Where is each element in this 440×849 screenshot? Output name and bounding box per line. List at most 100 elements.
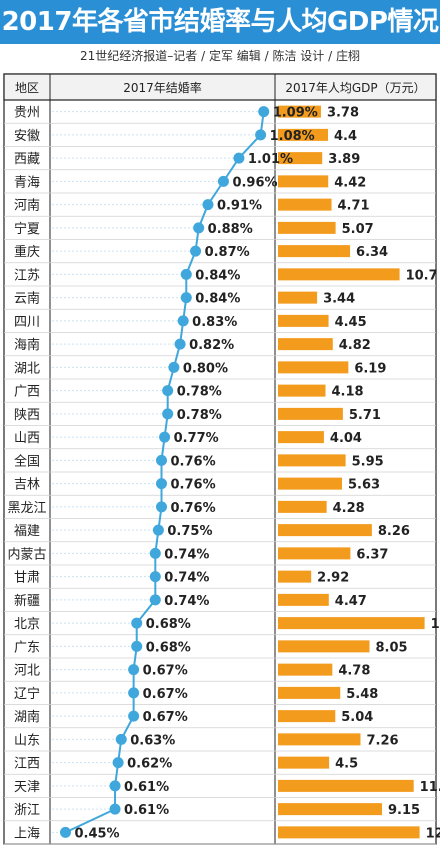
gdp-bar — [278, 314, 329, 327]
region-label: 新疆 — [14, 593, 40, 609]
gdp-value-label: 4.04 — [330, 431, 362, 446]
marriage-rate-label: 1.01% — [248, 152, 293, 167]
region-label: 上海 — [14, 826, 40, 841]
region-label: 安徽 — [14, 129, 40, 144]
region-label: 北京 — [14, 617, 40, 632]
region-label: 重庆 — [14, 244, 40, 260]
region-label: 黑龙江 — [7, 501, 46, 516]
region-label: 内蒙古 — [7, 546, 46, 562]
region-label: 山东 — [14, 733, 40, 748]
marriage-rate-label: 1.09% — [273, 106, 318, 121]
marriage-rate-label: 0.83% — [192, 315, 237, 330]
marriage-rate-label: 0.68% — [146, 640, 191, 655]
marriage-rate-label: 0.61% — [124, 803, 169, 818]
gdp-bar — [278, 407, 343, 420]
gdp-value-label: 4.71 — [338, 199, 370, 214]
region-label: 江苏 — [14, 267, 40, 283]
marriage-rate-point — [174, 338, 186, 350]
gdp-value-label: 2.92 — [317, 571, 349, 586]
marriage-rate-point — [255, 129, 267, 141]
region-label: 贵州 — [14, 106, 40, 121]
gdp-value-label: 6.19 — [354, 361, 386, 376]
marriage-rate-label: 0.76% — [171, 501, 216, 516]
marriage-rate-point — [162, 408, 174, 420]
gdp-value-label: 10.7 — [406, 268, 438, 283]
region-label: 甘肃 — [14, 571, 40, 586]
gdp-bar — [278, 756, 330, 769]
marriage-rate-label: 0.67% — [143, 664, 188, 679]
gdp-bar — [278, 198, 332, 211]
marriage-rate-point — [149, 594, 161, 606]
marriage-rate-label: 0.62% — [127, 757, 172, 772]
marriage-rate-point — [202, 199, 214, 211]
marriage-rate-label: 0.82% — [189, 338, 234, 353]
marriage-rate-label: 1.08% — [270, 129, 315, 144]
table-header — [3, 73, 437, 101]
gdp-bar — [278, 779, 414, 792]
region-label: 广东 — [14, 640, 40, 655]
gdp-value-label: 12.46 — [426, 826, 440, 841]
region-label: 浙江 — [14, 803, 40, 818]
gdp-value-label: 4.45 — [335, 315, 367, 330]
marriage-rate-label: 0.84% — [195, 292, 240, 307]
marriage-rate-label: 0.87% — [205, 245, 250, 260]
gdp-value-label: 4.28 — [333, 501, 365, 516]
gdp-value-label: 5.95 — [352, 454, 384, 469]
marriage-rate-point — [128, 710, 140, 722]
region-label: 云南 — [14, 291, 40, 307]
gdp-bar — [278, 384, 326, 397]
marriage-rate-point — [149, 571, 161, 583]
region-label: 江西 — [14, 757, 40, 772]
gdp-bar — [278, 686, 341, 699]
gdp-bar — [278, 175, 329, 188]
gdp-value-label: 5.71 — [349, 408, 381, 423]
gdp-value-label: 4.4 — [334, 129, 357, 144]
gdp-bar — [278, 477, 342, 490]
region-label: 西藏 — [14, 152, 40, 167]
marriage-rate-point — [115, 733, 127, 745]
gdp-value-label: 4.42 — [334, 175, 366, 190]
marriage-rate-label: 0.84% — [195, 268, 240, 283]
marriage-rate-label: 0.45% — [74, 826, 119, 841]
region-label: 宁夏 — [14, 221, 40, 237]
gdp-bar — [278, 733, 361, 746]
region-label: 福建 — [14, 524, 40, 539]
marriage-rate-label: 0.61% — [124, 780, 169, 795]
marriage-rate-point — [128, 664, 140, 676]
gdp-bar — [278, 570, 312, 583]
gdp-value-label: 4.78 — [338, 664, 370, 679]
marriage-rate-point — [193, 222, 205, 234]
gdp-value-label: 11.94 — [420, 780, 440, 795]
gdp-bar — [278, 547, 351, 560]
gdp-bar — [278, 268, 400, 281]
region-label: 吉林 — [14, 478, 40, 493]
marriage-rate-label: 0.91% — [217, 199, 262, 214]
gdp-bar — [278, 710, 336, 723]
marriage-rate-label: 0.74% — [164, 571, 209, 586]
marriage-rate-point — [59, 826, 71, 838]
gdp-value-label: 6.37 — [356, 547, 388, 562]
gdp-bar — [278, 361, 349, 374]
marriage-rate-label: 0.68% — [146, 617, 191, 632]
marriage-rate-point — [112, 757, 124, 769]
region-label: 青海 — [14, 175, 40, 190]
marriage-rate-point — [156, 454, 167, 466]
region-label: 全国 — [14, 453, 40, 469]
marriage-rate-label: 0.77% — [174, 431, 219, 446]
gdp-bar — [278, 152, 323, 165]
marriage-rate-point — [217, 175, 229, 187]
region-label: 河北 — [14, 664, 40, 679]
gdp-value-label: 4.82 — [339, 338, 371, 353]
gdp-bar — [278, 431, 324, 444]
gdp-bar — [278, 338, 333, 351]
gdp-value-label: 9.15 — [388, 803, 420, 818]
gdp-bar — [278, 826, 420, 839]
gdp-bar — [278, 500, 327, 513]
marriage-rate-point — [152, 524, 164, 536]
marriage-rate-label: 0.74% — [164, 547, 209, 562]
page-title: 2017年各省市结婚率与人均GDP情况一览 — [0, 0, 440, 81]
marriage-rate-label: 0.78% — [177, 408, 222, 423]
gdp-bar — [278, 663, 333, 676]
region-label: 四川 — [14, 315, 40, 330]
